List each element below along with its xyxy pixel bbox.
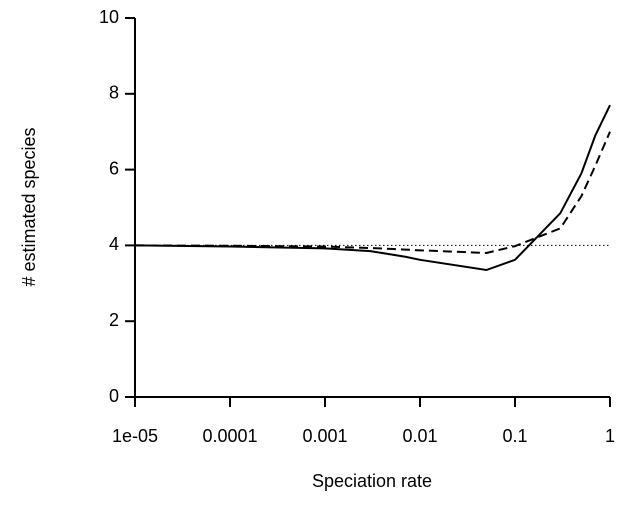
y-tick-label: 4 bbox=[109, 234, 119, 254]
x-axis-label: Speciation rate bbox=[312, 471, 432, 491]
y-tick-label: 2 bbox=[109, 310, 119, 330]
y-tick-label: 0 bbox=[109, 386, 119, 406]
x-tick-label: 1e-05 bbox=[112, 426, 158, 446]
series-line bbox=[134, 131, 611, 254]
y-tick-label: 8 bbox=[109, 83, 119, 103]
y-tick-label: 6 bbox=[109, 158, 119, 178]
x-tick-label: 0.001 bbox=[302, 426, 347, 446]
y-axis-label: # estimated species bbox=[19, 127, 39, 286]
y-tick-label: 10 bbox=[99, 7, 119, 27]
x-tick-label: 0.0001 bbox=[202, 426, 257, 446]
x-tick-label: 0.01 bbox=[402, 426, 437, 446]
x-tick-label: 1 bbox=[605, 426, 615, 446]
x-tick-label: 0.1 bbox=[502, 426, 527, 446]
series-line bbox=[134, 104, 611, 272]
